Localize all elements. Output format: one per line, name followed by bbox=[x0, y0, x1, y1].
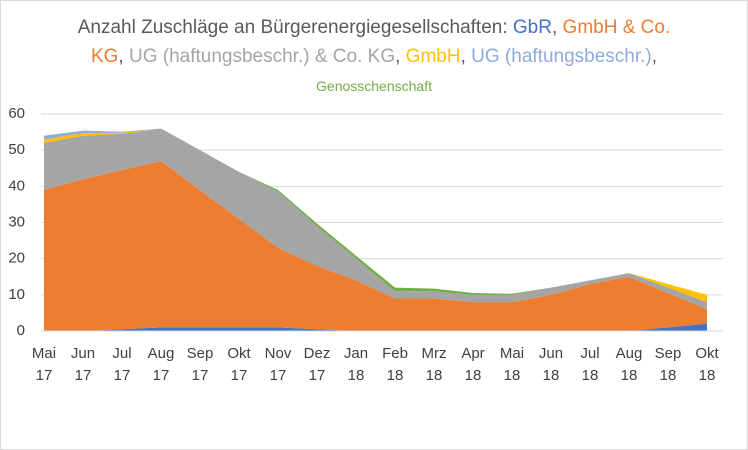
y-tick-label: 10 bbox=[8, 286, 25, 303]
area bbox=[44, 323, 707, 331]
x-tick-label: Jun 17 bbox=[70, 345, 96, 384]
area bbox=[44, 128, 707, 310]
title-series-name: GbR bbox=[512, 17, 552, 38]
title-separator: , bbox=[395, 46, 401, 67]
x-tick-label: Aug 18 bbox=[615, 345, 643, 384]
x-tick-label: Feb 18 bbox=[382, 345, 408, 384]
x-tick-label: Nov 17 bbox=[264, 345, 292, 384]
x-tick-label: Jan 18 bbox=[343, 345, 369, 384]
x-tick-label: Jul 17 bbox=[112, 345, 132, 384]
title-separator: , bbox=[118, 46, 124, 67]
x-tick-label: Aug 17 bbox=[147, 345, 175, 384]
chart-title: Anzahl Zuschläge an Bürgerenergiegesells… bbox=[61, 13, 687, 101]
title-separator: , bbox=[551, 17, 558, 38]
title-series-name: Genosschenschaft bbox=[316, 78, 432, 94]
title-series-name: UG (haftungsbeschr.) & Co. KG bbox=[128, 46, 396, 67]
x-tick-label: Mai 17 bbox=[31, 345, 57, 384]
title-separator: , bbox=[460, 46, 466, 67]
title-series-name: UG (haftungsbeschr.) bbox=[471, 46, 652, 67]
x-tick-label: Sep 18 bbox=[654, 345, 682, 384]
x-tick-label: Okt 17 bbox=[227, 345, 251, 384]
y-tick-label: 40 bbox=[8, 177, 25, 194]
y-tick-label: 0 bbox=[17, 322, 25, 339]
y-tick-label: 20 bbox=[8, 250, 25, 267]
area bbox=[44, 161, 707, 331]
x-tick-label: Jun 18 bbox=[538, 345, 564, 384]
title-series-name: GmbH bbox=[405, 46, 461, 67]
x-tick-label: Mrz 18 bbox=[421, 345, 447, 384]
title-series-name: GmbH & Co. KG bbox=[90, 17, 671, 67]
title-separator: , bbox=[651, 46, 658, 67]
x-tick-label: Apr 18 bbox=[461, 345, 485, 384]
y-tick-label: 30 bbox=[8, 213, 25, 230]
x-tick-label: Mai 18 bbox=[499, 345, 525, 384]
title-text: Anzahl Zuschläge an Bürgerenergiegesells… bbox=[77, 17, 508, 38]
x-tick-label: Dez 17 bbox=[303, 345, 331, 384]
y-tick-label: 50 bbox=[8, 141, 25, 158]
x-tick-label: Okt 18 bbox=[695, 345, 719, 384]
y-tick-label: 60 bbox=[8, 105, 25, 122]
x-tick-label: Jul 18 bbox=[580, 345, 600, 384]
x-tick-label: Sep 17 bbox=[186, 345, 214, 384]
